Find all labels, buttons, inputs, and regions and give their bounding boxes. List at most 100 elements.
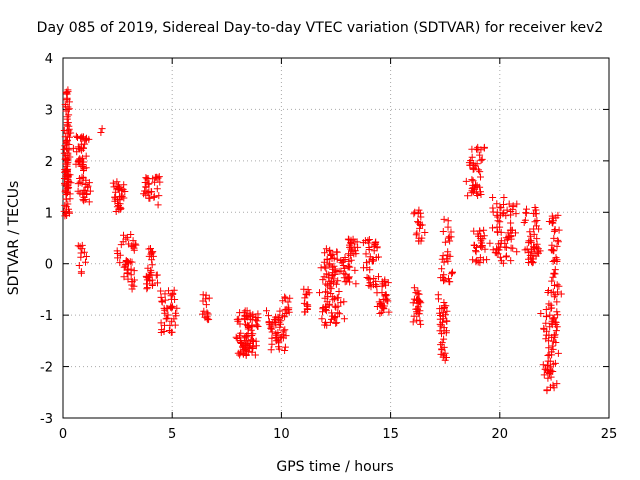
data-point: [486, 239, 494, 247]
data-point: [438, 255, 446, 263]
data-point: [321, 263, 329, 271]
data-point: [354, 243, 362, 251]
data-point: [531, 204, 539, 211]
data-point: [304, 286, 312, 294]
data-point: [205, 315, 213, 323]
data-point: [553, 242, 561, 250]
data-point: [440, 271, 448, 279]
data-point: [352, 280, 360, 288]
data-point: [120, 273, 128, 281]
data-point: [448, 268, 456, 276]
data-point: [118, 192, 126, 200]
data-point: [536, 247, 544, 255]
data-point: [365, 244, 373, 251]
data-point: [501, 239, 509, 247]
data-point: [470, 227, 478, 235]
data-point: [250, 338, 257, 345]
data-point: [526, 228, 534, 236]
data-point: [65, 125, 73, 133]
data-point: [494, 250, 502, 258]
data-point: [414, 310, 422, 318]
data-point: [331, 302, 339, 310]
data-point: [325, 301, 333, 309]
data-point: [322, 264, 330, 272]
y-tick-label: -3: [40, 412, 53, 427]
data-point: [323, 256, 331, 264]
data-point: [376, 310, 384, 317]
data-point: [530, 243, 537, 251]
data-point: [415, 303, 423, 311]
data-point: [415, 206, 423, 214]
data-point: [80, 164, 88, 172]
data-point: [147, 266, 155, 274]
data-point: [369, 257, 376, 265]
data-point: [249, 336, 257, 344]
data-point: [337, 299, 345, 307]
data-point: [316, 289, 323, 297]
data-point: [547, 373, 555, 381]
data-point: [233, 315, 241, 323]
axis-ticks: 0 5 10 15 20 25 -3 -2 -1 0 1 2 3 4: [40, 52, 617, 442]
data-point: [472, 181, 479, 189]
data-point: [265, 319, 273, 327]
data-point: [468, 176, 476, 184]
data-point: [145, 180, 153, 188]
data-point: [284, 298, 292, 306]
data-point: [154, 174, 162, 182]
data-point: [98, 125, 106, 133]
data-point: [333, 255, 341, 263]
data-point: [247, 326, 255, 334]
data-point: [301, 294, 309, 302]
data-point: [327, 285, 335, 293]
data-point: [329, 296, 337, 304]
data-point: [340, 298, 348, 306]
data-point: [163, 314, 171, 322]
x-tick-label: 20: [492, 427, 509, 442]
data-point: [414, 290, 422, 298]
data-point: [237, 348, 245, 356]
data-point: [439, 252, 447, 260]
y-tick-label: -2: [40, 361, 53, 376]
data-point: [127, 231, 135, 238]
data-point: [148, 261, 156, 269]
data-point: [468, 189, 476, 197]
data-point: [437, 322, 445, 330]
data-point: [477, 156, 485, 164]
data-point: [554, 238, 562, 246]
data-point: [372, 254, 380, 261]
data-point: [341, 264, 349, 272]
data-point: [84, 182, 92, 190]
data-point: [328, 309, 336, 317]
data-point: [366, 266, 374, 274]
data-point: [76, 175, 84, 182]
data-point: [336, 310, 343, 318]
data-point: [499, 210, 507, 218]
data-point: [531, 244, 539, 252]
data-point: [168, 317, 176, 325]
data-point: [77, 156, 85, 164]
data-point: [120, 181, 128, 189]
data-point: [443, 327, 450, 335]
data-point: [415, 290, 423, 298]
data-point: [553, 281, 561, 289]
data-point: [331, 266, 339, 274]
data-point: [506, 226, 514, 234]
data-point: [507, 257, 515, 265]
data-point: [330, 262, 338, 270]
data-point: [418, 234, 426, 242]
data-point: [321, 294, 329, 302]
data-point: [251, 351, 259, 359]
data-point: [475, 166, 482, 174]
data-point: [554, 311, 562, 319]
data-point: [478, 155, 486, 163]
data-point: [268, 340, 276, 348]
data-point: [495, 246, 503, 254]
data-point: [66, 153, 74, 161]
data-point: [145, 194, 153, 202]
data-point: [237, 329, 245, 337]
data-point: [468, 153, 476, 161]
data-point: [489, 224, 496, 232]
data-point: [410, 284, 418, 292]
data-point: [62, 191, 70, 198]
data-point: [421, 229, 429, 236]
